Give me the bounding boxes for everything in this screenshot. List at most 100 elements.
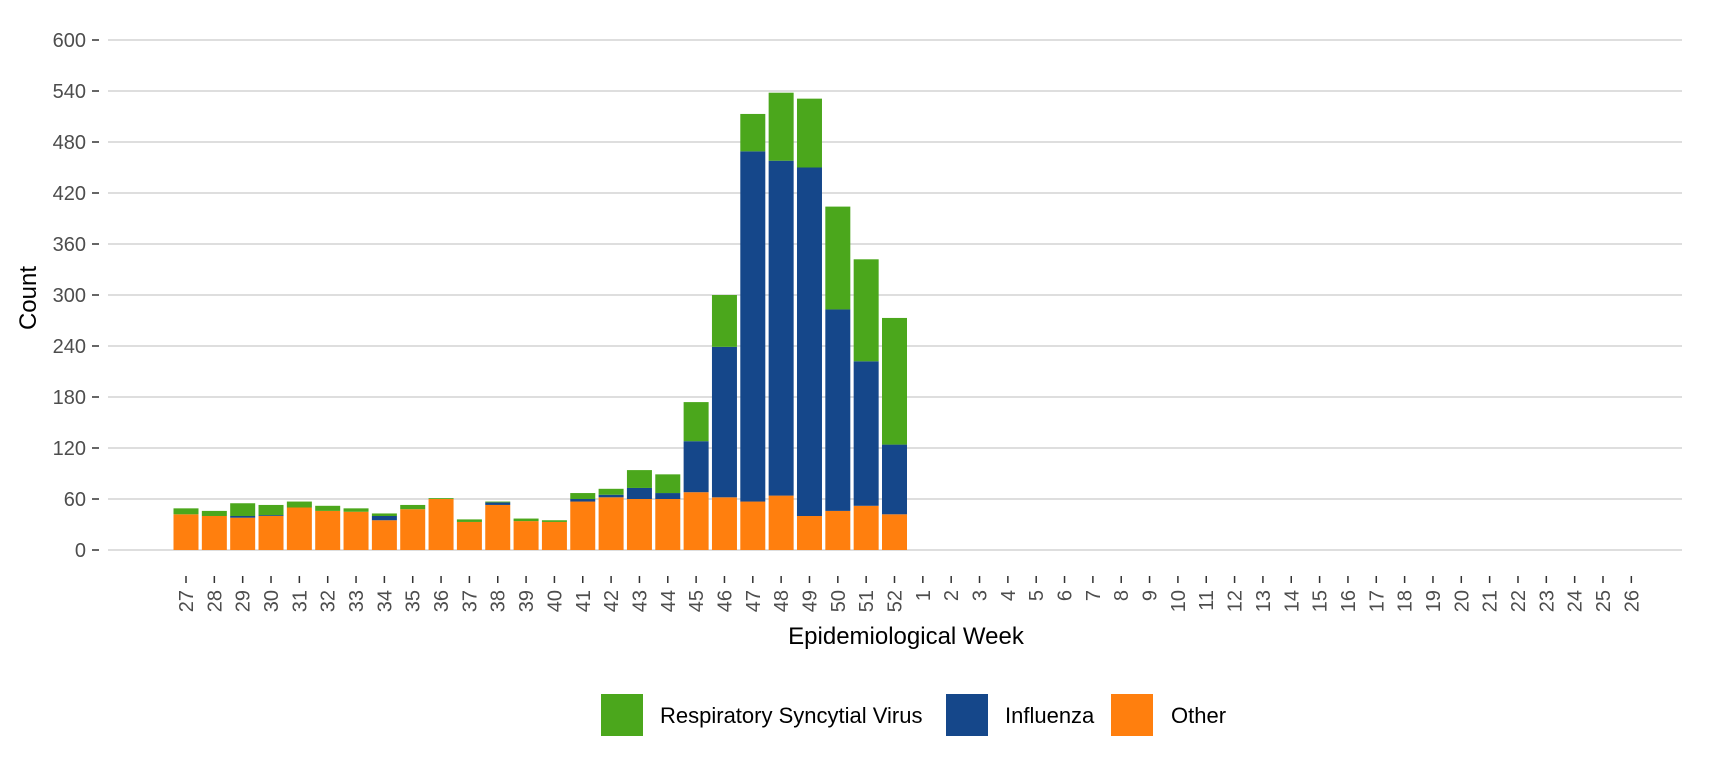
- bar-segment: [230, 517, 256, 550]
- bar-segment: [485, 502, 511, 505]
- x-tick-label: 15: [1310, 590, 1332, 612]
- x-tick-label: 52: [885, 590, 907, 612]
- x-tick-label: 4: [998, 590, 1020, 601]
- legend-swatch-rsv: [601, 694, 643, 736]
- x-tick-label: 29: [233, 590, 255, 612]
- x-tick-label: 25: [1593, 590, 1615, 612]
- bar-segment: [882, 514, 907, 550]
- bar-segment: [740, 151, 766, 502]
- bar-segment: [768, 495, 794, 550]
- x-tick-label: 2: [941, 590, 963, 601]
- bar-segment: [796, 516, 822, 550]
- x-tick-label: 46: [714, 590, 736, 612]
- legend-label-rsv: Respiratory Syncytial Virus: [660, 703, 922, 728]
- y-axis-title: Count: [15, 266, 42, 330]
- x-tick-label: 30: [261, 590, 283, 612]
- x-tick-label: 37: [459, 590, 481, 612]
- bar-segment: [626, 499, 652, 550]
- bar-segment: [400, 504, 426, 510]
- bar-segment: [343, 511, 369, 550]
- y-tick-label: 600: [53, 30, 86, 52]
- bar-segment: [768, 92, 794, 161]
- x-tick-label: 8: [1111, 590, 1133, 601]
- legend-swatch-influenza: [946, 694, 988, 736]
- x-tick-label: 27: [176, 590, 198, 612]
- bar-segment: [768, 160, 794, 496]
- bar-segment: [371, 516, 397, 521]
- bar-segment: [456, 521, 482, 550]
- bar-segment: [796, 98, 822, 168]
- x-tick-label: 23: [1536, 590, 1558, 612]
- x-tick-label: 17: [1366, 590, 1388, 612]
- x-tick-label: 28: [204, 590, 226, 612]
- x-tick-label: 31: [289, 590, 311, 612]
- y-tick-label: 60: [64, 489, 86, 511]
- x-tick-label: 47: [743, 590, 765, 612]
- x-tick-label: 38: [488, 590, 510, 612]
- bar-segment: [570, 493, 596, 499]
- bar-segment: [485, 501, 511, 503]
- bar-segment: [513, 518, 539, 522]
- bar-segment: [201, 510, 227, 516]
- x-tick-label: 18: [1395, 590, 1417, 612]
- y-tick-label: 420: [53, 183, 86, 205]
- legend: Respiratory Syncytial Virus Influenza Ot…: [601, 694, 1226, 736]
- bar-segment: [882, 317, 907, 445]
- x-tick-label: 11: [1196, 590, 1218, 611]
- bar-segment: [286, 501, 312, 508]
- x-tick-label: 19: [1423, 590, 1445, 612]
- x-tick-label: 26: [1621, 590, 1643, 612]
- x-tick-label: 12: [1225, 590, 1247, 612]
- bar-segment: [513, 521, 539, 550]
- x-tick-label: 3: [970, 590, 992, 601]
- bar-segment: [173, 514, 199, 550]
- y-tick-label: 300: [53, 285, 86, 307]
- bar-segment: [882, 444, 907, 515]
- x-tick-label: 44: [658, 590, 680, 612]
- bar-segment: [683, 402, 709, 442]
- bar-segment: [655, 474, 681, 494]
- bar-segment: [655, 499, 681, 550]
- x-tick-label: 43: [629, 590, 651, 612]
- y-axis: 0 60 120 180 240 300 360 420 480 540 600: [53, 30, 99, 562]
- legend-label-other: Other: [1171, 703, 1226, 728]
- x-tick-label: 45: [686, 590, 708, 612]
- x-tick-label: 22: [1508, 590, 1530, 612]
- bar-segment: [626, 470, 652, 488]
- legend-swatch-other: [1111, 694, 1153, 736]
- bar-segment: [598, 497, 624, 550]
- bar-segment: [825, 309, 851, 511]
- bar-segment: [541, 521, 567, 550]
- x-tick-label: 36: [431, 590, 453, 612]
- y-tick-label: 240: [53, 336, 86, 358]
- bar-segment: [428, 498, 454, 499]
- x-tick-label: 41: [573, 590, 595, 612]
- bar-segment: [740, 113, 766, 152]
- x-tick-label: 42: [601, 590, 623, 612]
- bar-segment: [258, 504, 284, 516]
- bar-segment: [570, 499, 596, 502]
- bar-segment: [711, 346, 737, 498]
- bar-segment: [655, 493, 681, 499]
- x-tick-label: 16: [1338, 590, 1360, 612]
- bar-segment: [258, 516, 284, 550]
- x-tick-label: 13: [1253, 590, 1275, 612]
- bar-segment: [711, 295, 737, 347]
- bar-segment: [315, 510, 341, 550]
- bar-segment: [740, 501, 766, 550]
- bar-segment: [371, 520, 397, 550]
- legend-label-influenza: Influenza: [1005, 703, 1095, 728]
- bar-segment: [626, 487, 652, 499]
- x-tick-label: 5: [1026, 590, 1048, 601]
- y-tick-label: 360: [53, 234, 86, 256]
- bar-segment: [598, 494, 624, 498]
- x-tick-label: 49: [799, 590, 821, 612]
- bar-segment: [711, 497, 737, 550]
- x-tick-label: 14: [1281, 590, 1303, 612]
- bar-segment: [230, 516, 256, 518]
- bar-segment: [201, 516, 227, 550]
- x-tick-label: 51: [856, 590, 878, 612]
- bar-segment: [485, 504, 511, 550]
- bar-segment: [230, 503, 256, 516]
- bar-segment: [853, 505, 879, 550]
